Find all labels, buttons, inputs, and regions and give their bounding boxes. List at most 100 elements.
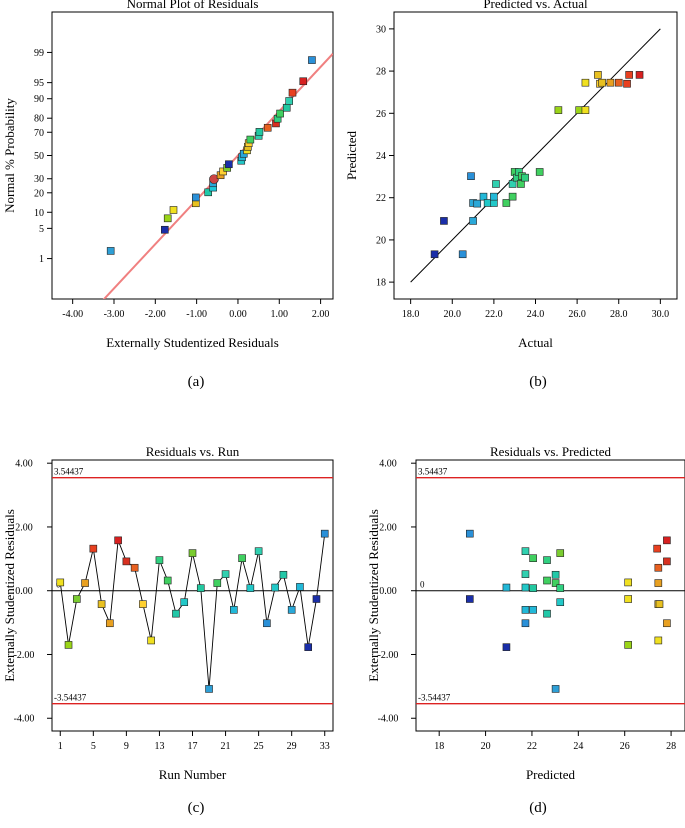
x-tick-label-b-6: 30.0 <box>652 309 670 320</box>
data-point-c-7 <box>114 536 122 545</box>
caption-d: (d) <box>529 800 547 816</box>
chart-title-c: Residuals vs. Run <box>146 444 240 459</box>
y-tick-label-b-4: 26 <box>376 109 386 120</box>
reference-line-b <box>410 28 661 283</box>
data-point-b-33 <box>635 71 644 79</box>
y-tick-label-a-8: 90 <box>34 94 44 105</box>
y-axis-label-d: Externally Studentized Residuals <box>366 509 381 682</box>
data-point-c-8 <box>122 557 131 566</box>
data-point-c-30 <box>304 643 313 651</box>
data-point-b-20 <box>521 173 529 182</box>
data-point-d-24 <box>653 544 661 553</box>
data-point-c-24 <box>254 547 263 555</box>
x-tick-label-c-4: 17 <box>188 741 198 752</box>
data-point-b-13 <box>508 192 517 201</box>
data-point-d-7 <box>521 606 530 614</box>
data-point-d-10 <box>529 584 537 592</box>
data-point-a-20 <box>246 135 255 144</box>
data-point-c-31 <box>312 595 321 603</box>
data-point-b-30 <box>614 78 623 87</box>
data-point-c-12 <box>155 556 164 564</box>
data-point-a-3 <box>169 206 178 214</box>
limit-label-c-1: -3.54437 <box>54 693 87 703</box>
data-point-d-1 <box>465 595 474 603</box>
chart-title-d: Residuals vs. Predicted <box>490 444 611 459</box>
data-point-c-4 <box>89 544 98 553</box>
y-tick-label-a-4: 30 <box>34 174 44 185</box>
data-point-b-12 <box>502 199 511 207</box>
y-tick-label-d-1: 2.00 <box>379 522 397 533</box>
x-tick-label-a-6: 2.00 <box>312 309 330 320</box>
limit-label-c-0: 3.54437 <box>54 467 84 477</box>
data-point-a-9 <box>209 174 219 184</box>
y-tick-label-a-10: 99 <box>34 48 44 59</box>
data-point-d-2 <box>502 583 511 592</box>
data-point-d-8 <box>521 619 530 628</box>
x-tick-label-d-5: 28 <box>666 741 676 752</box>
y-tick-label-b-5: 28 <box>376 67 386 78</box>
data-point-a-5 <box>192 193 200 202</box>
y-tick-label-a-9: 95 <box>34 78 44 89</box>
x-tick-label-c-5: 21 <box>221 741 231 752</box>
data-point-a-13 <box>225 160 233 169</box>
data-point-d-22 <box>624 595 632 603</box>
y-tick-label-a-3: 20 <box>34 188 44 199</box>
plot-frame-a <box>51 11 334 300</box>
y-tick-label-c-1: 2.00 <box>15 522 33 533</box>
x-tick-label-a-3: -1.00 <box>186 309 207 320</box>
y-tick-label-a-2: 10 <box>34 208 44 219</box>
y-tick-label-c-0: 4.00 <box>15 459 33 470</box>
data-point-d-4 <box>521 547 530 555</box>
data-point-d-17 <box>551 685 560 693</box>
data-point-d-6 <box>521 583 530 592</box>
data-point-d-25 <box>654 563 663 572</box>
x-tick-label-c-8: 33 <box>320 741 330 752</box>
y-axis-label-b: Predicted <box>344 130 359 180</box>
data-point-b-6 <box>473 199 482 208</box>
x-tick-label-b-0: 18.0 <box>402 309 420 320</box>
limit-label-d-0: 3.54437 <box>418 467 448 477</box>
x-tick-label-b-3: 24.0 <box>527 309 545 320</box>
data-point-b-22 <box>554 106 563 114</box>
data-point-b-10 <box>490 192 498 201</box>
data-point-c-17 <box>196 584 205 592</box>
y-tick-label-d-4: -4.00 <box>378 714 399 725</box>
data-point-d-11 <box>529 606 537 614</box>
data-point-c-10 <box>139 600 147 608</box>
data-point-d-28 <box>655 600 664 608</box>
data-point-a-30 <box>299 77 308 86</box>
data-point-d-5 <box>521 570 530 578</box>
data-point-d-13 <box>543 576 551 585</box>
data-point-c-19 <box>213 579 222 587</box>
x-tick-label-a-2: -2.00 <box>145 309 166 320</box>
y-axis-label-a: Normal % Probability <box>2 98 17 213</box>
data-point-d-15 <box>551 570 560 579</box>
data-point-b-28 <box>598 78 606 87</box>
data-point-c-28 <box>287 606 296 614</box>
x-tick-label-c-7: 29 <box>287 741 297 752</box>
data-point-a-22 <box>255 128 264 136</box>
x-tick-label-d-3: 24 <box>573 741 583 752</box>
caption-a: (a) <box>187 374 205 390</box>
data-point-d-3 <box>502 643 511 651</box>
data-point-c-15 <box>180 598 189 606</box>
y-tick-label-a-5: 50 <box>34 151 44 162</box>
y-tick-label-b-2: 22 <box>376 193 386 204</box>
x-tick-label-b-5: 28.0 <box>610 309 628 320</box>
data-point-b-24 <box>581 106 590 114</box>
plot-frame-d <box>415 459 685 732</box>
x-tick-label-a-1: -3.00 <box>104 309 125 320</box>
data-point-c-20 <box>221 570 230 578</box>
y-tick-label-d-0: 4.00 <box>379 459 397 470</box>
x-tick-label-d-0: 18 <box>434 741 444 752</box>
data-point-c-2 <box>72 595 81 603</box>
data-point-c-21 <box>230 606 238 614</box>
data-point-b-31 <box>623 79 631 88</box>
data-point-b-18 <box>517 180 525 188</box>
data-point-b-0 <box>430 250 439 259</box>
y-tick-label-c-2: 0.00 <box>15 586 33 597</box>
data-point-b-32 <box>625 71 633 79</box>
y-tick-label-c-4: -4.00 <box>14 714 35 725</box>
caption-b: (b) <box>529 374 547 390</box>
x-tick-label-d-2: 22 <box>527 741 537 752</box>
